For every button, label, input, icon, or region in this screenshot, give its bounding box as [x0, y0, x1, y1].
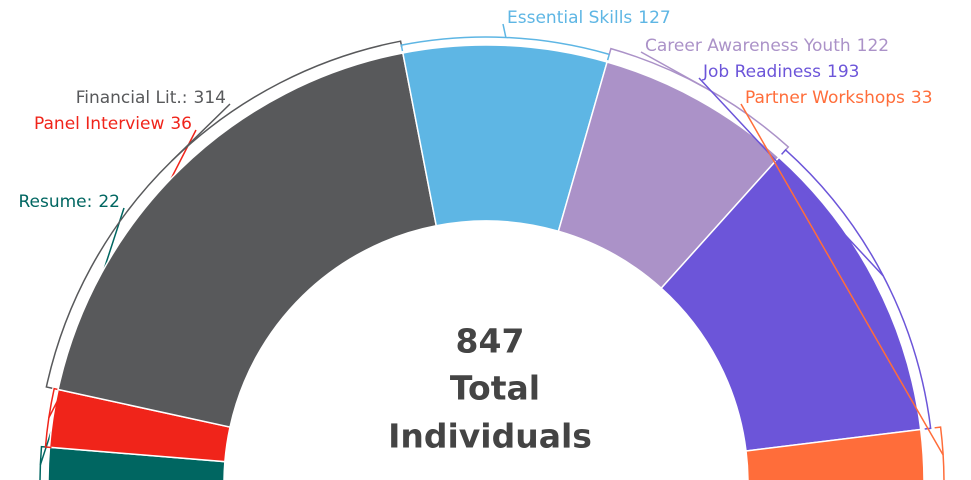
slice-label-value: 22: [98, 192, 120, 212]
slice-label: Career Awareness Youth 122: [645, 36, 889, 56]
slice-label: Resume: 22: [18, 192, 120, 212]
leader-bracket: [39, 445, 48, 480]
slice-label-name: Panel Interview: [34, 114, 164, 134]
leader-line: [502, 23, 507, 38]
total-value: 847: [456, 322, 525, 361]
center-label: Individuals: [388, 417, 592, 456]
leader-bracket: [44, 387, 61, 449]
slice-label: Essential Skills 127: [507, 8, 671, 28]
slice-label-value: 193: [827, 62, 859, 82]
slice-label-name: Career Awareness Youth: [645, 36, 851, 56]
leader-line: [740, 103, 944, 456]
leader-line: [640, 51, 706, 89]
slice-label-name: Financial Lit.:: [76, 88, 188, 108]
slice-label: Panel Interview 36: [34, 114, 192, 134]
leader-line: [698, 77, 884, 277]
slice-label: Financial Lit.: 314: [76, 88, 226, 108]
slice-label-value: 36: [170, 114, 192, 134]
slice-label: Job Readiness 193: [702, 62, 859, 82]
slice-label-value: 33: [911, 88, 933, 108]
donut-slice: [745, 428, 925, 480]
slice-label: Partner Workshops 33: [745, 88, 933, 108]
leader-line: [171, 103, 231, 162]
slice-label-name: Resume:: [18, 192, 92, 212]
center-label: Total: [450, 369, 540, 408]
slice-label-name: Job Readiness: [702, 62, 821, 82]
slice-label-value: 314: [194, 88, 226, 108]
donut-slice: [57, 52, 438, 428]
slice-label-name: Essential Skills: [507, 8, 632, 28]
slice-label-value: 122: [857, 36, 889, 56]
slice-label-value: 127: [638, 8, 670, 28]
slice-label-name: Partner Workshops: [745, 88, 905, 108]
